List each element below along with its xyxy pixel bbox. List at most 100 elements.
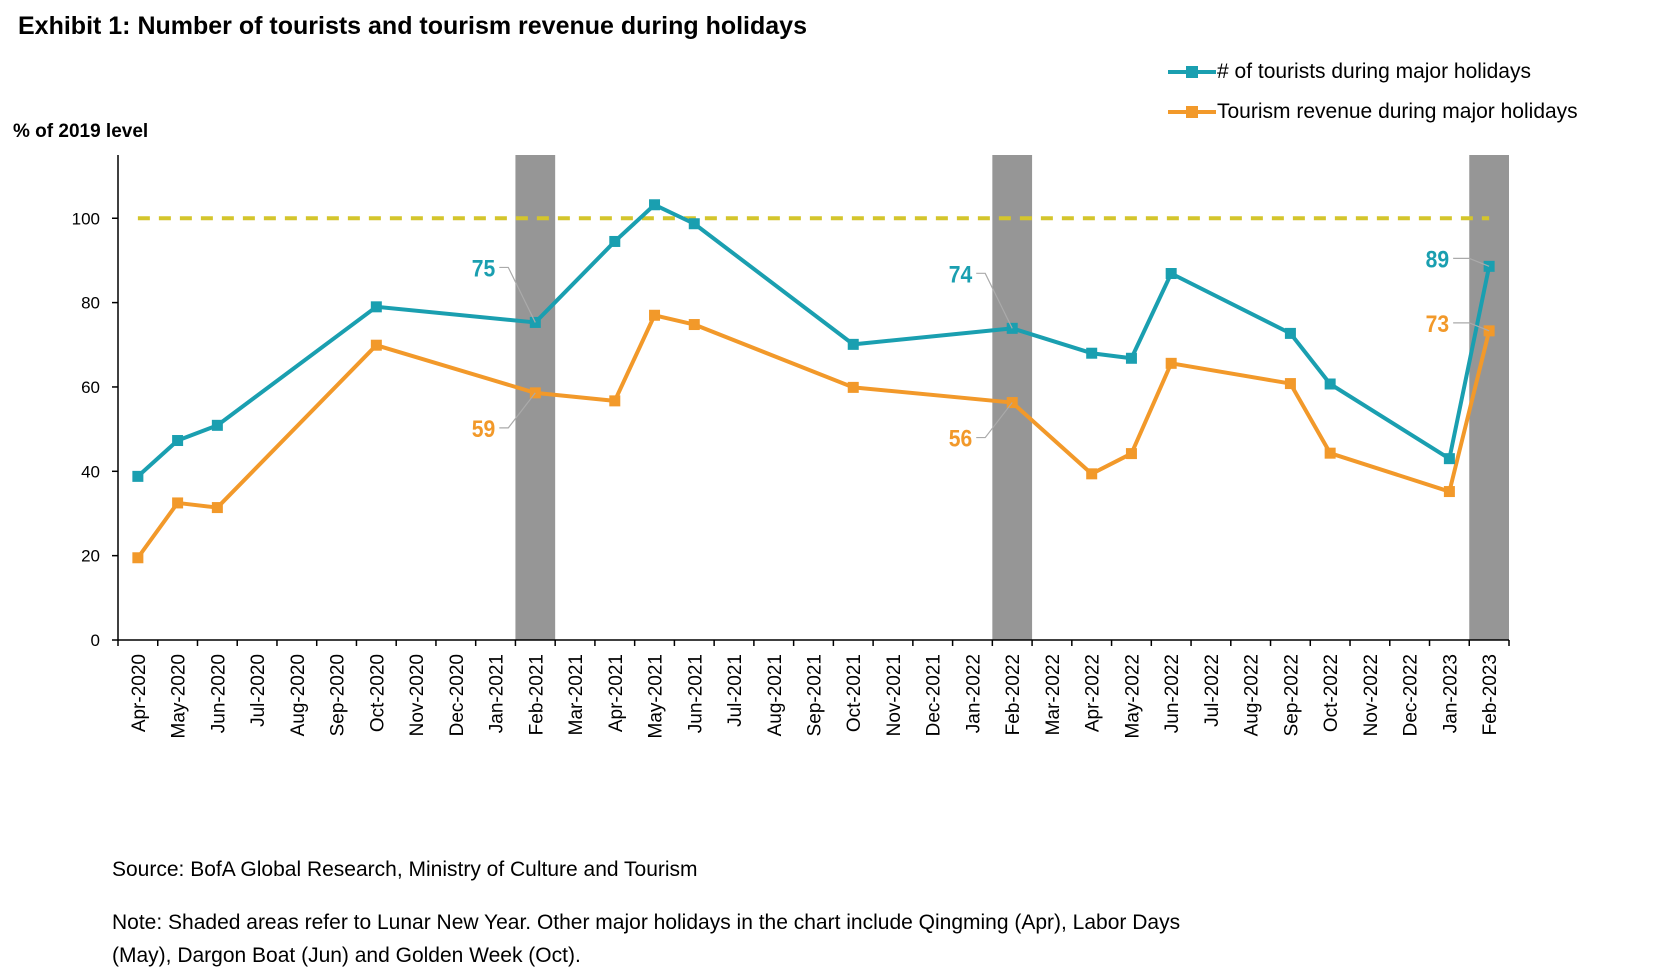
x-tick-label: Jul-2020 <box>248 654 269 727</box>
x-tick-label: Dec-2021 <box>924 654 945 736</box>
data-point-0-Jun-2020 <box>211 419 223 431</box>
legend: # of tourists during major holidays Tour… <box>1168 52 1578 132</box>
annotation-leader-1 <box>499 392 536 429</box>
data-point-1-May-2021 <box>649 309 661 321</box>
data-point-0-Oct-2022 <box>1324 378 1336 390</box>
x-tick-label: Mar-2022 <box>1043 654 1064 735</box>
chart-title: Exhibit 1: Number of tourists and touris… <box>18 12 807 40</box>
data-point-1-Jun-2021 <box>688 319 700 331</box>
legend-swatch-tourists <box>1168 62 1216 82</box>
annotation-leader-5 <box>1453 322 1490 332</box>
x-tick-label: Sep-2020 <box>328 654 349 736</box>
x-tick-label: Oct-2020 <box>367 654 388 732</box>
x-tick-label: Apr-2021 <box>606 654 627 732</box>
data-point-1-Jan-2023 <box>1443 486 1455 498</box>
data-point-0-May-2021 <box>649 199 661 211</box>
x-tick-label: Nov-2021 <box>884 654 905 736</box>
x-tick-label: Feb-2023 <box>1480 654 1501 735</box>
x-tick-label: Feb-2021 <box>526 654 547 735</box>
legend-swatch-revenue <box>1168 102 1216 122</box>
data-point-1-Oct-2021 <box>847 381 859 393</box>
x-tick-label: Oct-2021 <box>844 654 865 732</box>
data-point-1-Sep-2022 <box>1284 378 1296 390</box>
annotation-label-3: 56 <box>949 425 972 452</box>
series-line-1 <box>136 313 1492 559</box>
x-tick-label: Apr-2022 <box>1083 654 1104 732</box>
data-point-0-May-2022 <box>1125 352 1137 364</box>
note-text: Note: Shaded areas refer to Lunar New Ye… <box>112 911 1181 967</box>
data-point-1-Jun-2022 <box>1165 357 1177 369</box>
x-tick-label: Aug-2022 <box>1242 654 1263 736</box>
data-point-1-Oct-2022 <box>1324 447 1336 459</box>
data-point-1-Oct-2020 <box>370 339 382 351</box>
legend-item-revenue[interactable]: Tourism revenue during major holidays <box>1168 92 1578 132</box>
x-tick-label: Mar-2021 <box>566 654 587 735</box>
x-tick-label: Aug-2021 <box>765 654 786 736</box>
x-tick-label: Sep-2021 <box>805 654 826 736</box>
annotation-leader-0 <box>499 266 536 323</box>
annotation-leader-4 <box>1453 257 1490 267</box>
data-point-0-Sep-2022 <box>1284 327 1296 339</box>
x-tick-label: Dec-2022 <box>1401 654 1422 736</box>
data-point-0-Jun-2021 <box>688 218 700 230</box>
series-markers <box>132 199 1495 564</box>
data-point-1-May-2022 <box>1125 448 1137 460</box>
axes: 0 20 40 60 80 100 Apr-2020 May-2020 Jun-2020 Jul-… <box>72 155 1510 739</box>
legend-label-revenue: Tourism revenue during major holidays <box>1217 100 1578 123</box>
x-tick-label: Jan-2023 <box>1440 654 1461 733</box>
x-tick-label: May-2022 <box>1122 654 1143 739</box>
x-tick-label: Apr-2020 <box>129 654 150 732</box>
annotation-label-0: 75 <box>472 255 495 282</box>
data-point-0-Oct-2021 <box>847 338 859 350</box>
data-point-1-May-2020 <box>172 497 184 509</box>
data-point-0-Apr-2020 <box>132 470 144 482</box>
y-tick-label: 20 <box>81 547 100 566</box>
shade-Feb-2023 <box>1469 155 1509 640</box>
y-tick-label: 100 <box>72 209 100 228</box>
x-tick-label: Nov-2020 <box>407 654 428 736</box>
annotation-label-1: 59 <box>472 416 495 443</box>
annotation-label-5: 73 <box>1426 311 1449 338</box>
data-point-0-May-2020 <box>172 435 184 447</box>
x-tick-label: Oct-2022 <box>1321 654 1342 732</box>
x-tick-label: Jun-2020 <box>208 654 229 733</box>
y-tick-label: 0 <box>91 631 100 650</box>
data-point-1-Apr-2020 <box>132 552 144 564</box>
data-point-1-Apr-2022 <box>1086 468 1098 480</box>
annotation-leader-2 <box>976 272 1013 329</box>
source-text: Source: BofA Global Research, Ministry o… <box>112 858 698 881</box>
data-point-0-Jan-2023 <box>1443 453 1455 465</box>
data-point-1-Apr-2021 <box>609 395 621 407</box>
legend-item-tourists[interactable]: # of tourists during major holidays <box>1168 52 1578 92</box>
data-point-0-Jun-2022 <box>1165 268 1177 280</box>
annotations: 75 59 74 56 89 73 <box>472 246 1449 452</box>
y-tick-label: 40 <box>81 462 100 481</box>
annotation-leaders <box>499 257 1490 439</box>
x-tick-label: Jan-2022 <box>963 654 984 733</box>
data-point-0-Oct-2020 <box>370 301 382 313</box>
y-axis-label: % of 2019 level <box>13 121 149 142</box>
y-tick-label: 60 <box>81 378 100 397</box>
data-point-0-Apr-2022 <box>1086 347 1098 359</box>
annotation-leader-3 <box>976 402 1013 439</box>
data-point-0-Apr-2021 <box>609 235 621 247</box>
x-tick-label: Sep-2022 <box>1281 654 1302 736</box>
x-tick-label: Jul-2021 <box>725 654 746 727</box>
legend-label-tourists: # of tourists during major holidays <box>1217 60 1531 83</box>
x-tick-label: Jun-2021 <box>685 654 706 733</box>
x-tick-label: Jul-2022 <box>1202 654 1223 727</box>
y-tick-label: 80 <box>81 294 100 313</box>
x-tick-label: May-2020 <box>169 654 190 739</box>
x-tick-label: Nov-2022 <box>1361 654 1382 736</box>
series-line-0 <box>136 202 1492 478</box>
annotation-label-2: 74 <box>949 261 973 288</box>
x-tick-label: May-2021 <box>646 654 667 739</box>
x-tick-label: Jun-2022 <box>1162 654 1183 733</box>
annotation-label-4: 89 <box>1426 246 1449 273</box>
x-tick-label: Jan-2021 <box>487 654 508 733</box>
x-tick-label: Dec-2020 <box>447 654 468 736</box>
x-tick-label: Aug-2020 <box>288 654 309 736</box>
x-tick-label: Feb-2022 <box>1003 654 1024 735</box>
data-point-1-Jun-2020 <box>211 502 223 514</box>
